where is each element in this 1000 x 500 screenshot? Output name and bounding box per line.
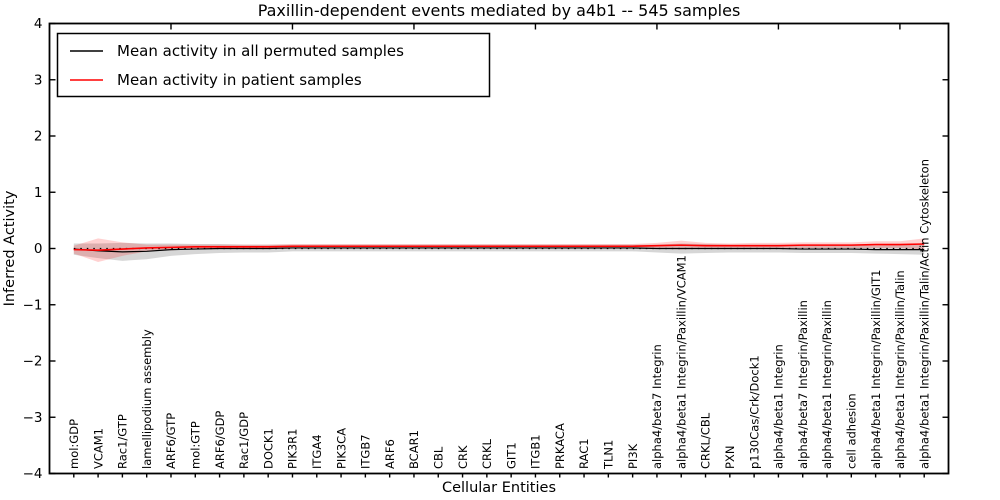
x-tick-label: RAC1	[577, 438, 591, 469]
x-tick-label: CRK	[456, 445, 470, 469]
x-tick-label: p130Cas/Crk/Dock1	[747, 355, 761, 469]
legend-frame	[56, 32, 491, 98]
legend-label-permuted: Mean activity in all permuted samples	[117, 42, 404, 60]
x-tick-label: TLN1	[602, 440, 616, 470]
x-tick-label: cell adhesion	[845, 393, 859, 469]
y-tick-label: −1	[23, 297, 43, 313]
x-tick-label: alpha4/beta1 Integrin/Paxillin/Talin	[893, 270, 907, 469]
x-tick-label: alpha4/beta1 Integrin/Paxillin/GIT1	[869, 270, 883, 469]
x-tick-label: ITGB7	[359, 434, 373, 469]
x-tick-label: PI3K	[626, 443, 640, 469]
y-tick-label: 0	[34, 241, 43, 257]
x-tick-label: BCAR1	[407, 430, 421, 469]
x-tick-label: Rac1/GDP	[237, 412, 251, 469]
x-tick-label: ARF6	[383, 439, 397, 469]
patient-band	[73, 238, 925, 262]
x-tick-labels: mol:GDP VCAM1 Rac1/GTP lamellipodium assemb…	[67, 159, 931, 470]
x-tick-label: ARF6/GDP	[213, 411, 227, 469]
x-tick-label: CRKL/CBL	[699, 412, 713, 469]
y-tick-label: −4	[23, 466, 43, 482]
x-axis-label: Cellular Entities	[442, 480, 556, 496]
x-tick-label: alpha4/beta1 Integrin/Paxillin	[820, 300, 834, 469]
x-tick-label: ITGA4	[310, 434, 324, 469]
patient-mean-line	[73, 243, 925, 251]
y-tick-label: 4	[34, 16, 43, 32]
x-tick-label: PRKACA	[553, 423, 567, 469]
legend-label-patient: Mean activity in patient samples	[117, 71, 362, 89]
x-tick-label: CRKL	[480, 438, 494, 469]
x-tick-label: ITGB1	[529, 434, 543, 469]
x-tick-label: GIT1	[504, 442, 518, 469]
x-tick-label: alpha4/beta7 Integrin/Paxillin	[796, 300, 810, 469]
x-tick-label: alpha4/beta1 Integrin/Paxillin/Talin/Act…	[917, 159, 931, 469]
x-tick-label: alpha4/beta1 Integrin	[772, 344, 786, 469]
chart-title: Paxillin-dependent events mediated by a4…	[258, 1, 741, 20]
y-tick-labels: 4 3 2 1 0 −1 −2 −3 −4	[23, 16, 43, 482]
x-tick-label: PXN	[723, 446, 737, 469]
x-tick-label: PIK3CA	[334, 428, 348, 469]
x-tick-label: alpha4/beta1 Integrin/Paxillin/VCAM1	[674, 255, 688, 469]
y-axis-label: Inferred Activity	[2, 190, 18, 306]
x-tick-label: VCAM1	[91, 428, 105, 469]
x-tick-label: alpha4/beta7 Integrin	[650, 344, 664, 469]
x-tick-label: mol:GDP	[67, 419, 81, 469]
y-tick-label: −3	[23, 410, 43, 426]
y-tick-label: −2	[23, 354, 43, 370]
permuted-band	[73, 242, 925, 261]
y-tick-label: 3	[34, 72, 43, 88]
y-tick-label: 1	[34, 185, 43, 201]
confidence-bands	[73, 238, 925, 262]
permuted-mean-line	[73, 247, 925, 253]
axis-ticks	[49, 22, 949, 478]
x-tick-label: DOCK1	[261, 428, 275, 469]
y-tick-label: 2	[34, 129, 43, 145]
series-lines	[73, 243, 925, 253]
x-tick-label: lamellipodium assembly	[140, 329, 154, 469]
x-tick-label: mol:GTP	[188, 421, 202, 469]
x-tick-label: PIK3R1	[286, 429, 300, 470]
x-tick-label: ARF6/GTP	[164, 413, 178, 469]
x-tick-label: Rac1/GTP	[116, 414, 130, 469]
x-tick-label: CBL	[431, 446, 445, 469]
legend: Mean activity in all permuted samples Me…	[56, 32, 491, 98]
